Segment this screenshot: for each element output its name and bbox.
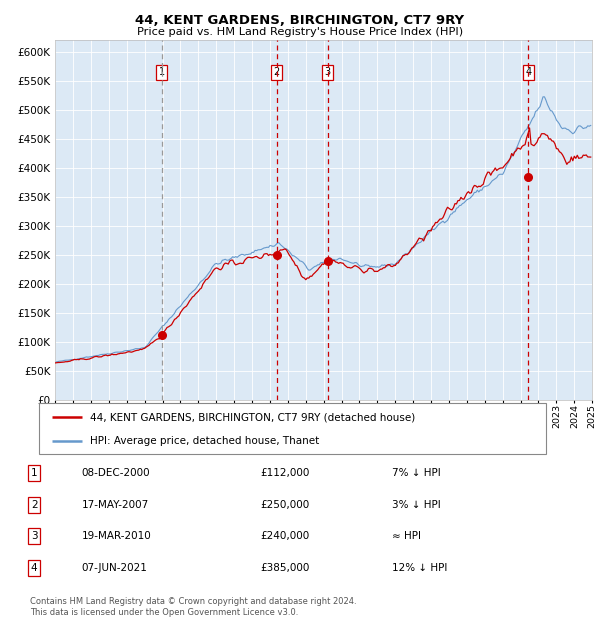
Text: 17-MAY-2007: 17-MAY-2007 xyxy=(82,500,149,510)
Text: ≈ HPI: ≈ HPI xyxy=(392,531,421,541)
Text: 3: 3 xyxy=(325,67,331,78)
Text: 4: 4 xyxy=(31,563,37,573)
Text: 44, KENT GARDENS, BIRCHINGTON, CT7 9RY: 44, KENT GARDENS, BIRCHINGTON, CT7 9RY xyxy=(136,14,464,27)
Text: 08-DEC-2000: 08-DEC-2000 xyxy=(82,468,150,478)
Text: 07-JUN-2021: 07-JUN-2021 xyxy=(82,563,147,573)
Text: 3: 3 xyxy=(31,531,37,541)
Text: Contains HM Land Registry data © Crown copyright and database right 2024.
This d: Contains HM Land Registry data © Crown c… xyxy=(30,598,356,617)
Text: 12% ↓ HPI: 12% ↓ HPI xyxy=(392,563,448,573)
Text: 2: 2 xyxy=(274,67,280,78)
Text: 19-MAR-2010: 19-MAR-2010 xyxy=(82,531,151,541)
Text: 1: 1 xyxy=(158,67,164,78)
Text: £240,000: £240,000 xyxy=(260,531,309,541)
Text: 4: 4 xyxy=(526,67,532,78)
Text: Price paid vs. HM Land Registry's House Price Index (HPI): Price paid vs. HM Land Registry's House … xyxy=(137,27,463,37)
Text: £250,000: £250,000 xyxy=(260,500,309,510)
Text: 44, KENT GARDENS, BIRCHINGTON, CT7 9RY (detached house): 44, KENT GARDENS, BIRCHINGTON, CT7 9RY (… xyxy=(90,412,415,422)
Text: 2: 2 xyxy=(31,500,37,510)
Text: 1: 1 xyxy=(31,468,37,478)
Text: 7% ↓ HPI: 7% ↓ HPI xyxy=(392,468,441,478)
Text: £385,000: £385,000 xyxy=(260,563,309,573)
Text: £112,000: £112,000 xyxy=(260,468,309,478)
Text: 3% ↓ HPI: 3% ↓ HPI xyxy=(392,500,441,510)
Text: HPI: Average price, detached house, Thanet: HPI: Average price, detached house, Than… xyxy=(90,436,319,446)
